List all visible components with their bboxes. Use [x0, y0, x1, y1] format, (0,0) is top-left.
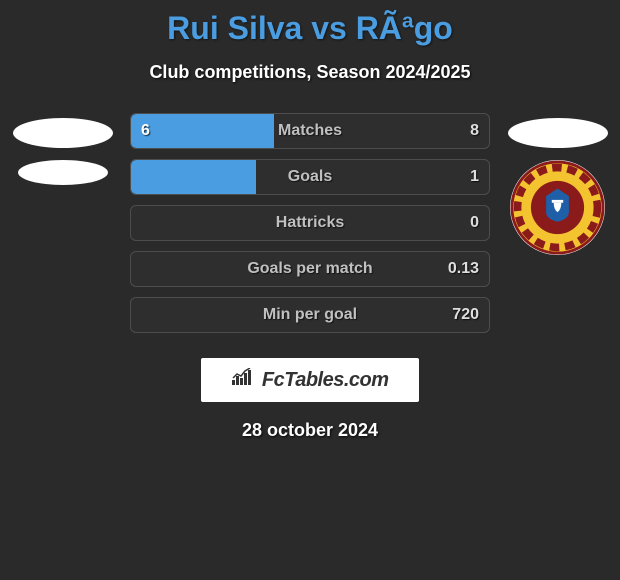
stat-row-min-per-goal: Min per goal 720	[130, 297, 490, 333]
brand-logo: FcTables.com	[201, 358, 418, 402]
stat-label: Hattricks	[276, 214, 344, 232]
stat-row-goals-per-match: Goals per match 0.13	[130, 251, 490, 287]
stat-left-value: 6	[141, 122, 150, 140]
stat-fill	[131, 114, 274, 148]
subtitle: Club competitions, Season 2024/2025	[5, 62, 615, 83]
page-title: Rui Silva vs RÃªgo	[5, 10, 615, 47]
right-badges	[505, 113, 610, 255]
club-crest-icon	[510, 160, 605, 255]
comparison-section: 6 Matches 8 Goals 1 Hattricks 0 Goals pe…	[5, 113, 615, 333]
stat-fill	[131, 160, 256, 194]
left-badges	[10, 113, 115, 185]
date-label: 28 october 2024	[5, 420, 615, 441]
stat-row-matches: 6 Matches 8	[130, 113, 490, 149]
stat-right-value: 8	[470, 122, 479, 140]
brand-text: FcTables.com	[262, 369, 389, 391]
stat-row-hattricks: Hattricks 0	[130, 205, 490, 241]
stat-right-value: 720	[452, 306, 479, 324]
stat-label: Goals per match	[247, 260, 372, 278]
left-player-badge	[13, 118, 113, 148]
stat-row-goals: Goals 1	[130, 159, 490, 195]
stats-column: 6 Matches 8 Goals 1 Hattricks 0 Goals pe…	[130, 113, 490, 333]
left-team-badge	[18, 160, 108, 185]
stat-label: Goals	[288, 168, 332, 186]
right-player-badge	[508, 118, 608, 148]
stat-right-value: 0	[470, 214, 479, 232]
stat-right-value: 0.13	[448, 260, 479, 278]
chart-icon	[231, 368, 253, 391]
right-team-badge	[510, 160, 605, 255]
stat-right-value: 1	[470, 168, 479, 186]
footer: FcTables.com 28 october 2024	[5, 358, 615, 441]
stat-label: Matches	[278, 122, 342, 140]
stat-label: Min per goal	[263, 306, 357, 324]
